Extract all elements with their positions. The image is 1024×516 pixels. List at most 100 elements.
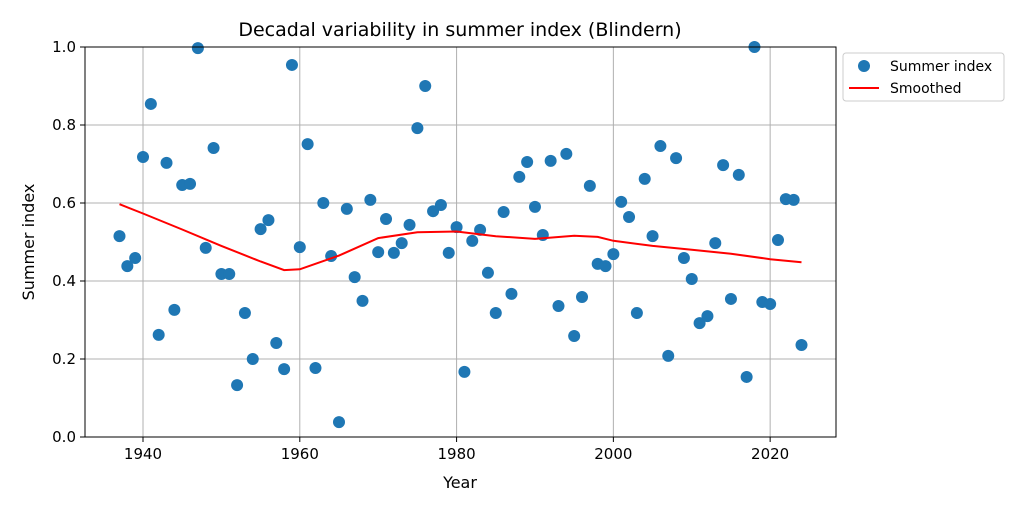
data-point [419, 80, 432, 92]
data-point [411, 122, 424, 135]
data-point [638, 172, 651, 185]
data-point [544, 154, 557, 167]
data-point [113, 230, 126, 243]
data-point [607, 248, 620, 261]
data-point [615, 195, 628, 208]
grid [85, 46, 836, 438]
data-point [630, 306, 643, 319]
legend: Summer index Smoothed [842, 52, 1005, 102]
data-point [285, 58, 298, 71]
data-point [442, 246, 455, 259]
data-point [497, 205, 510, 218]
data-point [380, 212, 393, 225]
data-point [670, 152, 683, 165]
data-point [521, 156, 534, 169]
legend-label-smoothed: Smoothed [890, 81, 962, 97]
y-axis-label: Summer index [19, 184, 38, 301]
data-point [395, 237, 408, 250]
y-tick-label: 1.0 [52, 38, 76, 56]
data-point [489, 306, 502, 319]
data-point [576, 290, 589, 303]
data-point [623, 211, 636, 224]
data-point [270, 337, 283, 350]
data-point [254, 223, 267, 236]
x-tick-label: 1980 [437, 445, 475, 463]
data-point [677, 251, 690, 264]
data-point [199, 241, 212, 254]
chart-title: Decadal variability in summer index (Bli… [238, 19, 681, 41]
x-tick-label: 2000 [594, 445, 632, 463]
data-point [771, 234, 784, 247]
legend-marker-summer-index [858, 60, 870, 72]
data-point [474, 223, 487, 236]
data-point [231, 379, 244, 392]
data-point [160, 156, 173, 169]
y-tick-label: 0.2 [52, 350, 76, 368]
data-point [348, 271, 361, 284]
data-point [293, 241, 306, 254]
x-tick-label: 1960 [281, 445, 319, 463]
data-point [238, 306, 251, 319]
data-point [278, 363, 291, 376]
legend-label-summer-index: Summer index [890, 59, 992, 75]
data-point [740, 370, 753, 383]
data-point [191, 42, 204, 55]
data-point [701, 310, 714, 323]
marks [113, 41, 808, 429]
data-point [262, 214, 275, 227]
data-point [332, 416, 345, 429]
y-tick-label: 0.4 [52, 272, 76, 290]
data-point [144, 97, 157, 110]
data-point [137, 150, 150, 163]
data-point [709, 237, 722, 250]
data-point [662, 349, 675, 362]
data-point [121, 260, 134, 273]
data-point [646, 230, 659, 243]
data-point [450, 221, 463, 234]
ticks: 1940 1960 1980 2000 2020 0.0 0.2 0.4 0.6 0.8 1.0 [52, 38, 789, 463]
data-point [246, 353, 259, 365]
data-point [560, 147, 573, 160]
y-tick-label: 0.0 [52, 428, 76, 446]
data-point [685, 273, 698, 286]
data-point [466, 234, 479, 247]
data-point [340, 202, 353, 215]
plot-frame [84, 46, 837, 438]
y-tick-label: 0.8 [52, 116, 76, 134]
data-point [787, 193, 800, 206]
data-point [481, 266, 494, 279]
data-point [552, 299, 565, 312]
data-point [387, 246, 400, 259]
x-axis-label: Year [442, 473, 477, 492]
data-point [207, 142, 220, 155]
data-point [403, 218, 416, 231]
data-point [152, 328, 165, 341]
y-tick-label: 0.6 [52, 194, 76, 212]
data-point [599, 260, 612, 273]
data-point [364, 193, 377, 206]
data-point [458, 365, 471, 378]
data-point [505, 287, 518, 300]
data-point [568, 329, 581, 342]
data-point [795, 338, 808, 351]
data-point [168, 303, 181, 316]
data-point [356, 294, 369, 307]
x-tick-label: 1940 [124, 445, 162, 463]
data-point [717, 159, 730, 172]
data-point [129, 251, 142, 264]
x-tick-label: 2020 [751, 445, 789, 463]
data-point [583, 179, 596, 192]
data-point [764, 298, 777, 311]
data-point [372, 246, 385, 259]
data-point [184, 177, 197, 190]
data-point [301, 138, 314, 151]
data-point [309, 361, 322, 374]
smoothed-line [119, 203, 802, 272]
data-point [693, 317, 706, 330]
data-point [732, 168, 745, 181]
data-point [223, 267, 236, 280]
data-point [513, 170, 526, 183]
data-point [317, 197, 330, 209]
legend-box [842, 52, 1005, 102]
